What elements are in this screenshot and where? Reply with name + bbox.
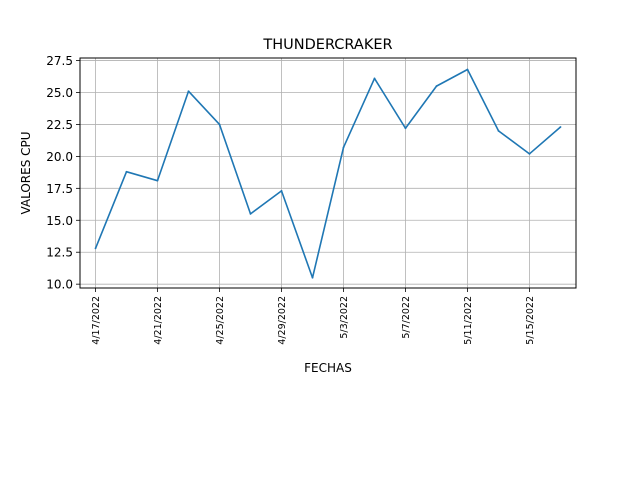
- data-point: [187, 90, 190, 93]
- y-tick-label: 15.0: [46, 214, 73, 228]
- data-point: [218, 123, 221, 126]
- data-point: [94, 247, 97, 250]
- x-tick-label: 5/15/2022: [525, 296, 536, 345]
- data-point: [435, 85, 438, 88]
- x-tick-label: 5/11/2022: [463, 296, 474, 345]
- x-tick-label: 4/21/2022: [153, 296, 164, 345]
- x-axis-label: FECHAS: [304, 361, 352, 375]
- y-tick-label: 25.0: [46, 86, 73, 100]
- chart-title: THUNDERCRAKER: [262, 37, 392, 53]
- data-point: [280, 189, 283, 192]
- data-point: [311, 276, 314, 279]
- y-tick-label: 22.5: [46, 118, 73, 132]
- grid-lines: [80, 58, 576, 288]
- y-tick-label: 27.5: [46, 54, 73, 68]
- data-point: [404, 127, 407, 130]
- axis-ticks: 4/17/2022 4/21/2022 4/25/2022 4/29/2022 5/3/…: [46, 54, 536, 345]
- x-tick-label: 4/17/2022: [91, 296, 102, 345]
- series-layer: [94, 68, 562, 279]
- x-tick-label: 4/25/2022: [215, 296, 226, 345]
- data-point: [249, 212, 252, 215]
- data-point: [156, 179, 159, 182]
- y-tick-label: 10.0: [46, 278, 73, 292]
- x-tick-label: 5/7/2022: [401, 296, 412, 339]
- data-point: [373, 77, 376, 80]
- x-tick-label: 5/3/2022: [339, 296, 350, 339]
- data-point: [497, 129, 500, 132]
- data-point: [466, 68, 469, 71]
- y-axis-label: VALORES CPU: [19, 131, 33, 214]
- plot-frame: [79, 57, 577, 289]
- series-line: [94, 68, 562, 279]
- y-tick-label: 20.0: [46, 150, 73, 164]
- x-tick-label: 4/29/2022: [277, 296, 288, 345]
- data-point: [342, 146, 345, 149]
- data-point: [559, 126, 562, 128]
- data-point: [125, 170, 128, 173]
- y-tick-label: 17.5: [46, 182, 73, 196]
- data-point: [528, 152, 531, 155]
- y-tick-label: 12.5: [46, 246, 73, 260]
